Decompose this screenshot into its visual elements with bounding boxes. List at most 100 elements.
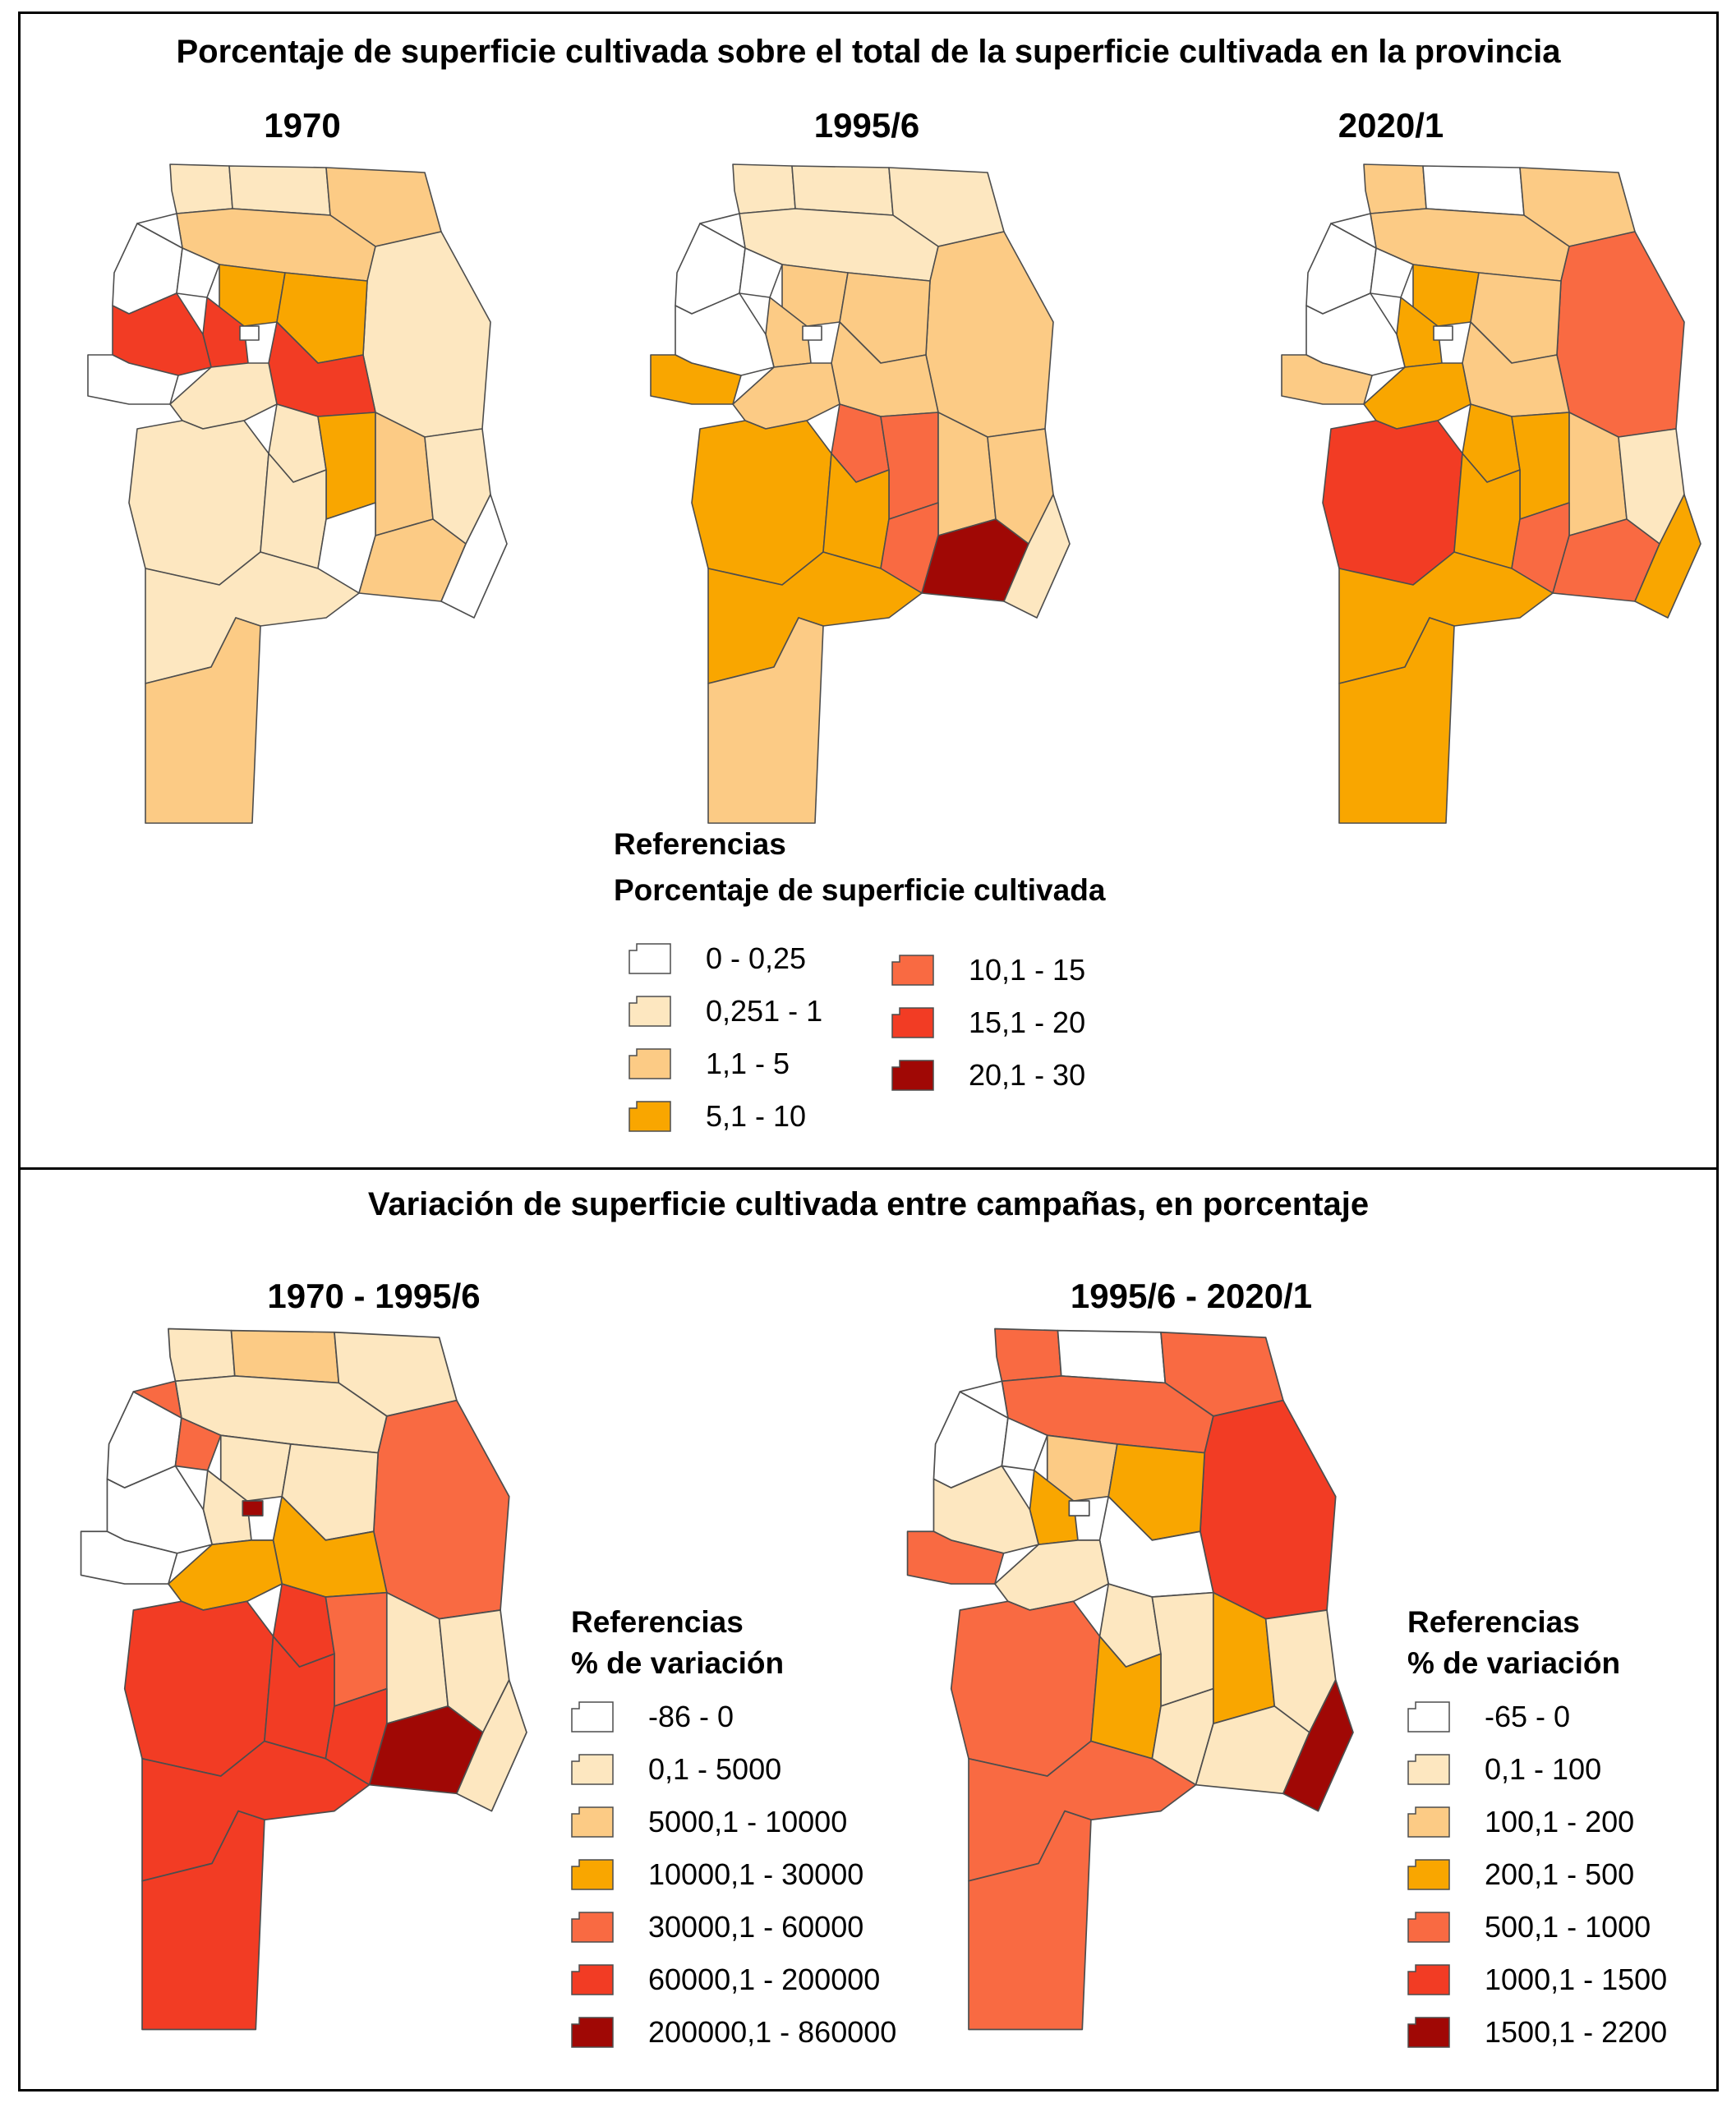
legend-swatch-shape xyxy=(891,1060,934,1091)
legend-item: 200,1 - 500 xyxy=(1407,1848,1667,1901)
legend-swatch xyxy=(629,1048,671,1079)
legend-swatch xyxy=(1407,1754,1450,1785)
legend-swatch xyxy=(629,943,671,974)
region-dep-capital xyxy=(1068,1500,1090,1516)
region-dep-rio-cuarto xyxy=(950,1600,1101,1777)
region-dep-ischilin xyxy=(136,213,220,298)
legend-swatch xyxy=(629,1101,671,1132)
legend-label: 100,1 - 200 xyxy=(1485,1805,1635,1838)
legend-swatch-fill xyxy=(1407,1754,1450,1785)
region-dep-ischilin xyxy=(959,1380,1048,1471)
top-panel: Porcentaje de superficie cultivada sobre… xyxy=(18,12,1719,1170)
legend-swatch-shape xyxy=(629,996,671,1027)
legend-item: 20,1 - 30 xyxy=(891,1049,1085,1102)
legend-item: -86 - 0 xyxy=(571,1691,896,1743)
region-dep-rio-seco xyxy=(1422,165,1525,216)
region-dep-colon xyxy=(219,264,286,327)
top-legend-col-1: 0 - 0,25 0,251 - 1 1,1 - 5 5,1 - 10 xyxy=(629,932,822,1143)
legend-swatch xyxy=(571,1912,614,1943)
legend-swatch-fill xyxy=(571,1806,614,1838)
legend-swatch-shape xyxy=(891,1007,934,1038)
region-dep-islas xyxy=(1003,494,1071,619)
region-dep-san-alberto xyxy=(650,354,742,405)
region-dep-san-justo xyxy=(373,1399,510,1620)
region-dep-rio-seco xyxy=(1057,1329,1167,1384)
legend-item: 1000,1 - 1500 xyxy=(1407,1953,1667,2006)
legend-swatch xyxy=(571,1754,614,1785)
top-legend-col-2: 10,1 - 15 15,1 - 20 20,1 - 30 xyxy=(891,944,1085,1102)
legend-swatch-shape xyxy=(1407,1754,1450,1785)
legend-swatch-fill xyxy=(571,1754,614,1785)
region-dep-islas xyxy=(456,1679,527,1812)
legend-item: 0,1 - 5000 xyxy=(571,1743,896,1796)
legend-label: 1000,1 - 1500 xyxy=(1485,1963,1668,1996)
legend-swatch-fill xyxy=(1407,1701,1450,1733)
legend-item: 0,251 - 1 xyxy=(629,985,822,1038)
region-dep-sur xyxy=(141,1810,265,2031)
region-dep-rio-seco xyxy=(791,165,894,216)
legend-swatch-shape xyxy=(629,1048,671,1079)
legend-label: 200,1 - 500 xyxy=(1485,1857,1635,1891)
legend-label: 0,1 - 100 xyxy=(1485,1752,1602,1786)
region-dep-capital xyxy=(802,325,822,341)
map-1995 xyxy=(650,163,1071,824)
legend-item: 15,1 - 20 xyxy=(891,996,1085,1049)
legend-item: 200000,1 - 860000 xyxy=(571,2006,896,2059)
legend-swatch-shape xyxy=(629,1101,671,1132)
legend-swatch-shape xyxy=(891,955,934,986)
region-dep-san-alberto xyxy=(1281,354,1373,405)
legend-swatch-shape xyxy=(1407,1912,1450,1943)
legend-item: 5,1 - 10 xyxy=(629,1090,822,1143)
region-dep-islas xyxy=(440,494,508,619)
region-dep-capital xyxy=(1433,325,1453,341)
bottom-legend-left: Referencias % de variación -86 - 0 0,1 -… xyxy=(571,1605,896,2059)
region-dep-ischilin xyxy=(132,1380,222,1471)
region-dep-rio-cuarto xyxy=(123,1600,274,1777)
legend-swatch xyxy=(1407,1964,1450,1995)
legend-swatch-fill xyxy=(629,943,671,974)
map-1995-2020 xyxy=(906,1328,1354,2031)
bottom-legend-right: Referencias % de variación -65 - 0 0,1 -… xyxy=(1407,1605,1667,2059)
legend-swatch-shape xyxy=(571,1859,614,1890)
region-dep-ischilin xyxy=(1330,213,1414,298)
legend-swatch xyxy=(571,1859,614,1890)
region-dep-sobremonte xyxy=(169,163,233,214)
legend-label: 0 - 0,25 xyxy=(706,941,807,975)
legend-swatch-fill xyxy=(571,2017,614,2048)
legend-heading: Referencias xyxy=(571,1605,744,1639)
region-dep-san-alberto xyxy=(80,1530,178,1585)
region-dep-islas xyxy=(1634,494,1701,619)
legend-item: 0 - 0,25 xyxy=(629,932,822,985)
map-2020 xyxy=(1281,163,1701,824)
legend-swatch-shape xyxy=(629,943,671,974)
legend-item: 60000,1 - 200000 xyxy=(571,1953,896,2006)
legend-label: 15,1 - 20 xyxy=(969,1005,1086,1039)
region-dep-colon xyxy=(1412,264,1480,327)
region-dep-colon xyxy=(219,1434,292,1502)
legend-swatch xyxy=(571,1806,614,1838)
legend-swatch xyxy=(891,1060,934,1091)
legend-item: 10000,1 - 30000 xyxy=(571,1848,896,1901)
legend-swatch-fill xyxy=(1407,1912,1450,1943)
region-dep-san-justo xyxy=(362,231,491,438)
legend-swatch-fill xyxy=(571,1964,614,1995)
legend-swatch xyxy=(571,2017,614,2048)
legend-swatch-fill xyxy=(891,955,934,986)
region-dep-rio-seco xyxy=(230,1329,340,1384)
legend-swatch-fill xyxy=(1407,2017,1450,2048)
legend-label: 10,1 - 15 xyxy=(969,953,1086,987)
legend-swatch-shape xyxy=(1407,1859,1450,1890)
legend-item: 30000,1 - 60000 xyxy=(571,1901,896,1953)
legend-swatch xyxy=(1407,2017,1450,2048)
region-dep-sobremonte xyxy=(1363,163,1427,214)
region-dep-islas xyxy=(1282,1679,1354,1812)
region-dep-san-alberto xyxy=(906,1530,1005,1585)
top-legend: Referencias Porcentaje de superficie cul… xyxy=(614,827,1105,926)
legend-swatch-fill xyxy=(1407,1964,1450,1995)
region-dep-san-justo xyxy=(925,231,1054,438)
map-title-2020: 2020/1 xyxy=(1338,106,1444,145)
map-1970-1995 xyxy=(80,1328,527,2031)
region-dep-san-alberto xyxy=(87,354,179,405)
legend-item: 100,1 - 200 xyxy=(1407,1796,1667,1848)
legend-swatch-fill xyxy=(629,1101,671,1132)
